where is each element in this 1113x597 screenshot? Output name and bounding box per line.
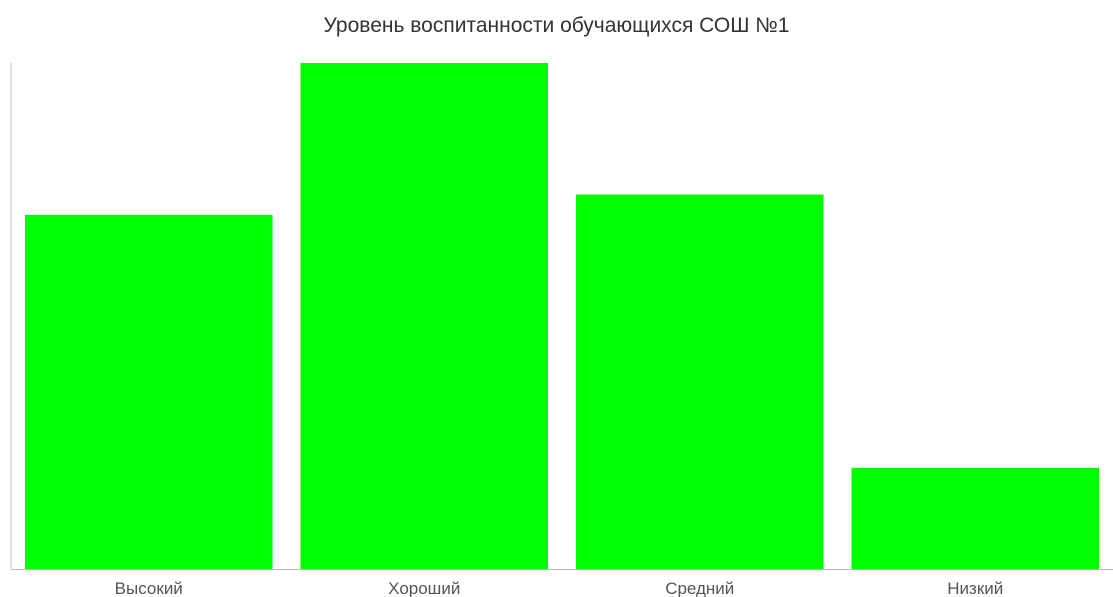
x-tick-labels: Высокий Хороший Средний Низкий — [115, 579, 1004, 597]
bar-1 — [300, 63, 548, 569]
bars-layer — [25, 63, 1099, 570]
axes-layer — [10, 63, 1113, 570]
bar-2 — [576, 194, 824, 569]
chart-title: Уровень воспитанности обучающихся СОШ №1 — [323, 14, 790, 37]
x-tick-label-3: Низкий — [947, 579, 1003, 597]
x-tick-label-0: Высокий — [115, 579, 183, 597]
x-tick-label-2: Средний — [665, 579, 734, 597]
bar-3 — [851, 467, 1099, 569]
bar-0 — [25, 214, 273, 570]
x-tick-label-1: Хороший — [388, 579, 460, 597]
